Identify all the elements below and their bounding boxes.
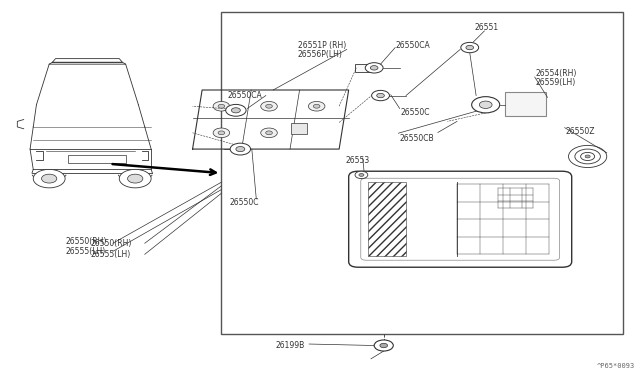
- Circle shape: [266, 104, 273, 108]
- Text: 26550CA: 26550CA: [228, 91, 262, 100]
- Circle shape: [479, 101, 492, 109]
- Text: 26555(LH): 26555(LH): [91, 250, 131, 259]
- Circle shape: [365, 62, 383, 73]
- Circle shape: [585, 155, 590, 158]
- Circle shape: [355, 171, 368, 179]
- Text: 26555(LH): 26555(LH): [65, 247, 106, 256]
- Text: 26550CA: 26550CA: [395, 41, 430, 50]
- Circle shape: [33, 169, 65, 188]
- Text: 26550(RH): 26550(RH): [91, 239, 132, 248]
- Text: 26550Z: 26550Z: [565, 127, 595, 136]
- Circle shape: [466, 45, 474, 50]
- Bar: [291, 123, 307, 134]
- Circle shape: [119, 169, 151, 188]
- Circle shape: [308, 102, 325, 111]
- Text: 26199B: 26199B: [275, 341, 305, 350]
- FancyBboxPatch shape: [349, 171, 572, 267]
- Circle shape: [127, 174, 143, 183]
- Circle shape: [218, 131, 225, 135]
- Circle shape: [371, 65, 378, 70]
- Circle shape: [472, 97, 500, 113]
- Text: 26550(RH): 26550(RH): [65, 237, 106, 246]
- Text: 26553: 26553: [346, 155, 370, 165]
- Text: ^P65*0093: ^P65*0093: [597, 363, 636, 369]
- Circle shape: [359, 173, 364, 176]
- Circle shape: [260, 102, 277, 111]
- Circle shape: [461, 42, 479, 53]
- Circle shape: [260, 128, 277, 138]
- Circle shape: [226, 105, 246, 116]
- Text: 26550C: 26550C: [230, 198, 259, 207]
- Text: 26559(LH): 26559(LH): [536, 78, 575, 87]
- Bar: [68, 155, 125, 163]
- Bar: [505, 92, 546, 116]
- Circle shape: [213, 128, 230, 138]
- Circle shape: [380, 343, 388, 348]
- Circle shape: [218, 104, 225, 108]
- Circle shape: [213, 102, 230, 111]
- Bar: [355, 64, 373, 71]
- Circle shape: [374, 340, 394, 351]
- Text: 26550CB: 26550CB: [399, 134, 434, 142]
- Circle shape: [266, 131, 273, 135]
- Circle shape: [372, 90, 390, 101]
- Text: 26554(RH): 26554(RH): [536, 69, 577, 78]
- Text: 26550C: 26550C: [400, 108, 430, 118]
- Text: 26556P(LH): 26556P(LH): [298, 51, 342, 60]
- Text: 26551P (RH): 26551P (RH): [298, 41, 346, 50]
- Circle shape: [236, 147, 245, 152]
- Circle shape: [42, 174, 57, 183]
- Text: 26551: 26551: [475, 23, 499, 32]
- Circle shape: [230, 143, 250, 155]
- Circle shape: [314, 104, 320, 108]
- Circle shape: [377, 93, 385, 98]
- Bar: [368, 182, 406, 256]
- Circle shape: [232, 108, 241, 113]
- Bar: [221, 13, 623, 334]
